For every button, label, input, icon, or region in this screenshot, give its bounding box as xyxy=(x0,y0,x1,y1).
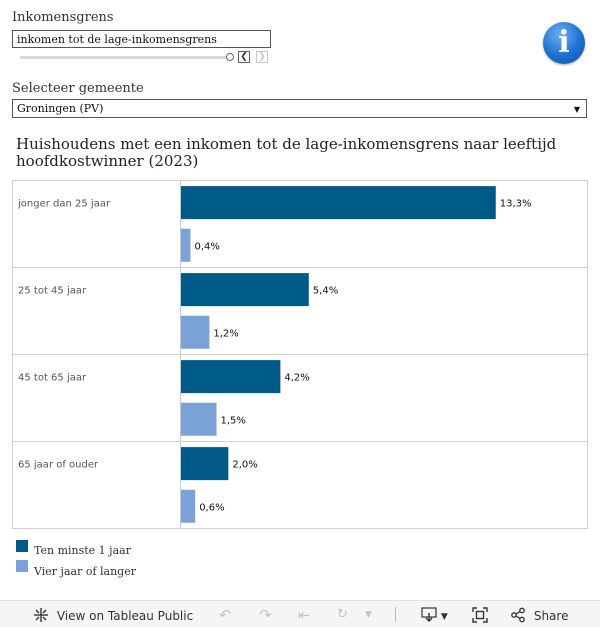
bar-chart: jonger dan 25 jaar 25 tot 45 jaar 45 tot 6… xyxy=(12,180,588,529)
fullscreen-button[interactable] xyxy=(472,607,488,623)
tableau-toolbar: View on Tableau Public ↶ ↷ ⇤ ↻ ▼ ▼ Sh xyxy=(0,600,600,627)
revert-icon[interactable]: ⇤ xyxy=(298,606,311,624)
bar-value-label: 2,0% xyxy=(232,460,257,471)
legend-label-series-2: Vier jaar of langer xyxy=(34,565,136,578)
bar-value-label: 0,6% xyxy=(199,502,224,513)
download-icon xyxy=(421,607,437,622)
toolbar-divider xyxy=(395,607,396,622)
refresh-dropdown-icon[interactable]: ▼ xyxy=(365,610,372,620)
category-label: jonger dan 25 jaar xyxy=(17,199,111,210)
bar-value-label: 1,5% xyxy=(221,415,246,426)
bar xyxy=(181,273,309,307)
fullscreen-icon xyxy=(472,607,488,623)
bar xyxy=(181,360,281,394)
municipality-filter-label: Selecteer gemeente xyxy=(12,81,144,96)
share-label: Share xyxy=(533,609,569,623)
bar xyxy=(181,489,196,523)
share-button[interactable]: Share xyxy=(510,607,568,623)
legend-swatch-ten-minste-1-jaar xyxy=(16,540,28,552)
category-label: 45 tot 65 jaar xyxy=(18,373,87,384)
tableau-logo-icon xyxy=(34,608,48,622)
refresh-icon[interactable]: ↻ xyxy=(337,607,348,622)
legend-label-series-1: Ten minste 1 jaar xyxy=(34,544,131,557)
slider-next-button[interactable]: ❯ xyxy=(256,51,268,63)
income-filter-label: Inkomensgrens xyxy=(12,10,114,25)
category-label: 65 jaar of ouder xyxy=(18,460,99,471)
income-filter-input[interactable]: inkomen tot de lage-inkomensgrens xyxy=(12,30,271,48)
income-slider-track[interactable] xyxy=(20,56,230,59)
download-button[interactable]: ▼ xyxy=(421,607,448,623)
bar xyxy=(181,315,210,349)
chevron-down-icon: ▼ xyxy=(573,105,580,114)
bar-value-label: 5,4% xyxy=(313,286,338,297)
bar xyxy=(181,186,496,220)
municipality-select[interactable]: Groningen (PV) ▼ xyxy=(12,99,587,118)
slider-prev-button[interactable]: ❮ xyxy=(238,51,250,63)
bar-value-label: 4,2% xyxy=(284,373,309,384)
bar-value-label: 1,2% xyxy=(213,328,238,339)
download-dropdown-icon: ▼ xyxy=(440,612,448,622)
municipality-select-value: Groningen (PV) xyxy=(17,102,104,115)
chevron-right-icon: ❯ xyxy=(258,52,266,62)
view-on-tableau-label: View on Tableau Public xyxy=(56,609,194,623)
chart-title: Huishoudens met een inkomen tot de lage-… xyxy=(16,135,557,170)
bar xyxy=(181,402,217,436)
undo-icon[interactable]: ↶ xyxy=(219,606,232,624)
bar xyxy=(181,228,191,262)
bar xyxy=(181,447,229,481)
view-on-tableau-button[interactable]: View on Tableau Public xyxy=(33,607,193,623)
chevron-left-icon: ❮ xyxy=(240,52,248,62)
income-slider-knob[interactable] xyxy=(226,53,234,61)
category-label: 25 tot 45 jaar xyxy=(18,286,87,297)
share-icon xyxy=(511,607,525,623)
info-icon[interactable]: i xyxy=(543,22,585,64)
redo-icon[interactable]: ↷ xyxy=(259,606,272,624)
bar-value-label: 0,4% xyxy=(194,241,219,252)
bar-value-label: 13,3% xyxy=(500,199,532,210)
legend-swatch-vier-jaar-of-langer xyxy=(16,560,28,572)
